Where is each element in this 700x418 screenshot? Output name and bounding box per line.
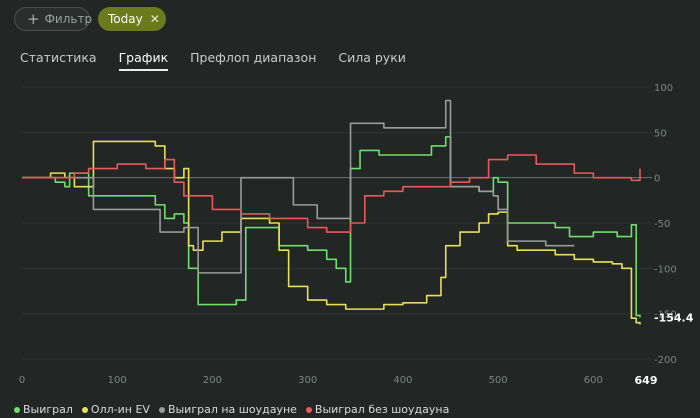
y-tick-label: 0 [654, 174, 660, 185]
legend-label: Олл-ин EV [90, 403, 150, 416]
series-line [22, 136, 641, 318]
x-tick-label: 600 [584, 375, 603, 386]
y-tick-label: -50 [654, 219, 670, 230]
tab-bar: Статистика График Префлоп диапазон Сила … [20, 50, 406, 71]
y-tick-label: 50 [654, 128, 667, 139]
x-last-label: 649 [635, 374, 658, 387]
legend-dot [158, 406, 165, 413]
add-filter-label: Фильтр [44, 12, 93, 26]
legend-item-allin-ev[interactable]: Олл-ин EV [81, 403, 150, 416]
today-filter-chip[interactable]: Today ✕ [98, 7, 166, 31]
x-tick-label: 200 [203, 375, 222, 386]
legend-dot [14, 406, 20, 413]
legend-dot [81, 406, 88, 413]
close-icon[interactable]: ✕ [149, 12, 160, 26]
series-line [22, 140, 641, 325]
legend-item-won[interactable]: Выиграл [14, 403, 73, 416]
tab-graph[interactable]: График [118, 50, 169, 71]
x-tick-label: 100 [108, 375, 127, 386]
x-tick-label: 300 [298, 375, 317, 386]
legend-item-showdown[interactable]: Выиграл на шоудауне [158, 403, 297, 416]
tab-statistics[interactable]: Статистика [20, 50, 97, 65]
y-tick-label: -150 [654, 310, 677, 321]
x-tick-label: 500 [489, 375, 508, 386]
add-filter-button[interactable]: + Фильтр [14, 7, 93, 31]
y-tick-label: -200 [654, 355, 677, 366]
today-filter-label: Today [108, 12, 143, 26]
legend-dot [305, 406, 312, 413]
legend-label: Выиграл без шоудауна [314, 403, 450, 416]
legend: Выиграл Олл-ин EV Выиграл на шоудауне Вы… [14, 403, 458, 416]
x-tick-label: 400 [393, 375, 412, 386]
y-tick-label: 100 [654, 83, 673, 94]
final-value-label: -154.4 [654, 312, 694, 325]
legend-label: Выиграл на шоудауне [167, 403, 297, 416]
series-line [22, 154, 641, 233]
y-tick-label: -100 [654, 264, 677, 275]
series-line [22, 99, 575, 274]
legend-item-non-showdown[interactable]: Выиграл без шоудауна [305, 403, 450, 416]
tab-preflop-range[interactable]: Префлоп диапазон [190, 50, 317, 65]
legend-label: Выиграл [23, 403, 73, 416]
tab-hand-strength[interactable]: Сила руки [338, 50, 406, 65]
plus-icon: + [27, 9, 40, 28]
x-tick-label: 0 [19, 375, 25, 386]
